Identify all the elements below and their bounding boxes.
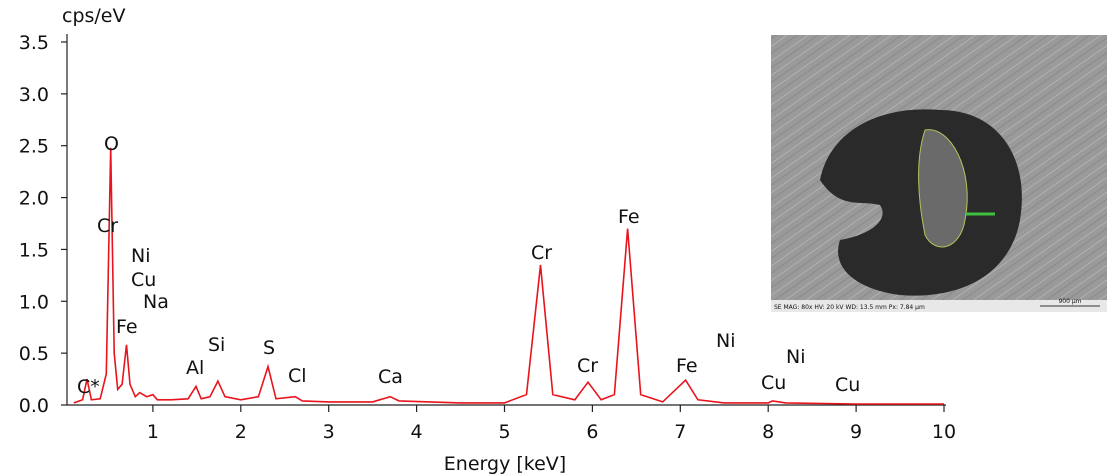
peak-label: Fe (618, 206, 640, 228)
x-tick-label: 10 (932, 421, 956, 443)
x-axis-label: Energy [keV] (444, 453, 566, 474)
y-tick-label: 2.0 (19, 188, 49, 210)
peak-label: Ni (131, 245, 151, 267)
peak-label: Si (208, 334, 225, 356)
peak-label: Cu (761, 372, 786, 394)
peak-label: Al (186, 357, 204, 379)
peak-label: Ni (786, 346, 806, 368)
peak-label: O (104, 133, 119, 155)
sem-inset: SE MAG: 80x HV: 20 kV WD: 13.5 mm Px: 7.… (771, 35, 1107, 312)
x-tick-label: 2 (235, 421, 247, 443)
peak-label: Cl (288, 365, 307, 387)
peak-label: Cu (835, 374, 860, 396)
x-tick-label: 4 (411, 421, 423, 443)
inset-scale-label: 900 µm (1058, 298, 1081, 305)
x-tick-label: 7 (674, 421, 686, 443)
y-tick-label: 3.0 (19, 84, 49, 106)
inset-particle (918, 129, 968, 248)
inset-bar (771, 300, 1107, 312)
x-tick-label: 8 (762, 421, 774, 443)
y-tick-label: 1.0 (19, 291, 49, 313)
x-tick-label: 6 (586, 421, 598, 443)
y-tick-label: 2.5 (19, 136, 49, 158)
spectrum-line (73, 147, 944, 405)
y-tick-label: 0.5 (19, 343, 49, 365)
x-tick-label: 3 (323, 421, 335, 443)
peak-label: Cr (97, 215, 118, 237)
x-tick-label: 1 (147, 421, 159, 443)
peak-label: Cu (131, 269, 156, 291)
peak-label: C* (77, 376, 100, 398)
peak-label: Fe (116, 316, 138, 338)
x-tick-label: 9 (850, 421, 862, 443)
peak-label: Na (143, 291, 169, 313)
x-tick-label: 5 (498, 421, 510, 443)
y-tick-label: 1.5 (19, 239, 49, 261)
peak-label: Cr (531, 242, 552, 264)
peak-label: Cr (577, 355, 598, 377)
y-tick-label: 3.5 (19, 32, 49, 54)
peak-label: Ni (716, 330, 736, 352)
peak-label: Fe (676, 355, 698, 377)
peak-label: S (263, 337, 275, 359)
y-tick-label: 0.0 (19, 395, 49, 417)
peak-label: Ca (378, 366, 403, 388)
inset-caption: SE MAG: 80x HV: 20 kV WD: 13.5 mm Px: 7.… (774, 304, 925, 311)
y-axis-label: cps/eV (62, 5, 126, 27)
